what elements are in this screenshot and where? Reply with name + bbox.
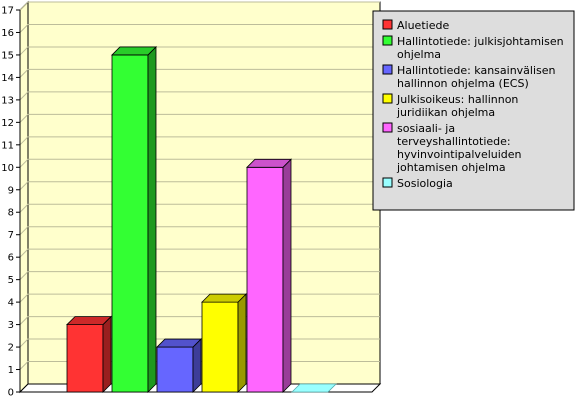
legend-label: Julkisoikeus: hallinnon [396, 93, 518, 106]
bar-top [111, 46, 157, 56]
bar-side [282, 158, 292, 393]
legend-swatch [382, 19, 393, 30]
legend-label: terveyshallintotiede: [397, 135, 511, 148]
legend-swatch [382, 64, 393, 75]
bar-side [102, 315, 112, 393]
legend-label: juridiikan ohjelma [396, 106, 495, 119]
bar-side [192, 338, 202, 393]
y-tick-label: 15 [1, 50, 14, 61]
legend-item: sosiaali- jaterveyshallintotiede:hyvinvo… [382, 122, 522, 174]
legend-item: Sosiologia [382, 177, 453, 190]
legend-label: sosiaali- ja [397, 122, 455, 135]
bars [66, 45, 337, 393]
y-tick-label: 10 [1, 163, 14, 174]
legend-item: Aluetiede [382, 19, 449, 32]
bar [201, 293, 247, 393]
y-tick-label: 2 [8, 343, 14, 354]
legend-swatch [382, 122, 393, 133]
legend-swatch [382, 35, 393, 46]
bar-top [291, 383, 337, 393]
y-tick-label: 17 [1, 6, 14, 17]
gridline [19, 136, 380, 146]
bar-top [201, 293, 247, 303]
legend-label: Hallintotiede: kansainvälisen [397, 64, 556, 77]
y-tick-label: 11 [1, 140, 14, 151]
y-tick-label: 0 [8, 388, 14, 399]
legend-label: hyvinvointipalveluiden [397, 148, 522, 161]
plot-side-wall [19, 0, 29, 394]
y-tick-label: 9 [8, 185, 14, 196]
y-tick-label: 4 [8, 298, 14, 309]
legend-swatch [382, 177, 393, 188]
gridline [19, 23, 380, 33]
legend: Aluetiede Hallintotiede: julkisjohtamisen… [372, 10, 575, 211]
legend-label: Aluetiede [397, 19, 449, 32]
gridline [19, 46, 380, 56]
bar [156, 338, 202, 393]
bar-front [246, 166, 284, 393]
bar [66, 315, 112, 393]
y-tick-label: 5 [8, 275, 14, 286]
bar-front [111, 54, 149, 393]
bar-top [66, 316, 112, 325]
y-tick-label: 14 [1, 73, 14, 84]
legend-swatch [382, 93, 393, 104]
legend-label: Hallintotiede: julkisjohtamisen [397, 35, 564, 48]
legend-box [372, 10, 575, 211]
bar-side [147, 45, 157, 393]
legend-label: ohjelma [397, 48, 441, 61]
y-tick-label: 8 [8, 208, 14, 219]
bar-front [66, 324, 104, 393]
legend-label: Sosiologia [397, 177, 453, 190]
y-tick-label: 13 [1, 95, 14, 106]
y-tick-label: 7 [8, 230, 14, 241]
gridline [19, 1, 380, 11]
bar [291, 383, 337, 393]
bar-side [237, 293, 247, 393]
bar [246, 158, 292, 393]
gridline [19, 91, 380, 101]
gridline [19, 68, 380, 78]
gridline [19, 113, 380, 123]
y-tick-label: 12 [1, 118, 14, 129]
bar [111, 45, 157, 393]
legend-label: hallinnon ohjelma (ECS) [397, 77, 529, 90]
y-tick-label: 3 [8, 320, 14, 331]
bar-top [156, 338, 202, 348]
bar-front [201, 301, 239, 393]
y-tick-label: 1 [8, 365, 14, 376]
bar-top [246, 158, 292, 168]
bar-front [156, 346, 194, 393]
y-tick-label: 6 [8, 253, 14, 264]
legend-label: johtamisen ohjelma [396, 161, 506, 174]
y-tick-label: 16 [1, 28, 14, 39]
